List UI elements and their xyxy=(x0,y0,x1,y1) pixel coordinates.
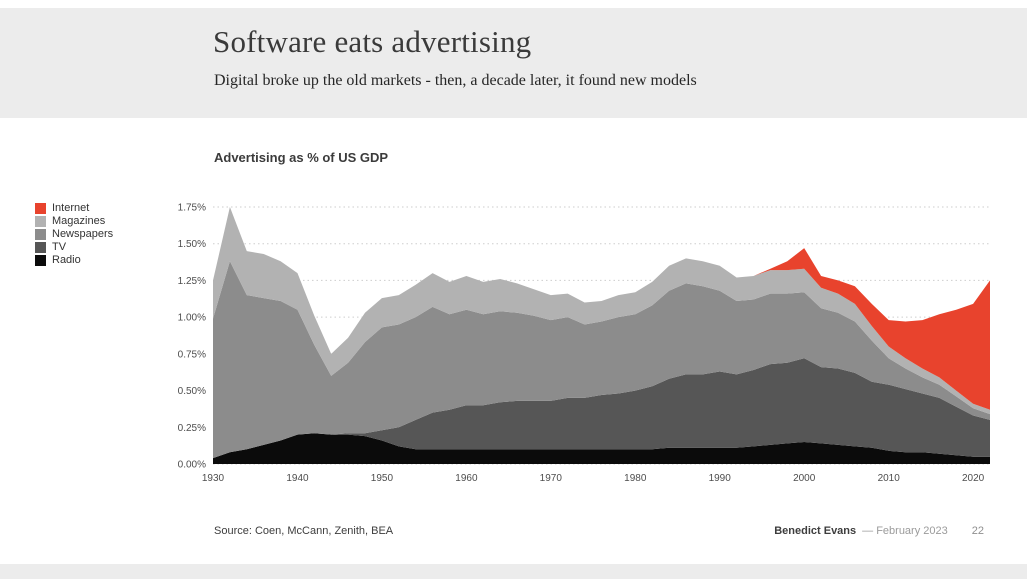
svg-text:1.50%: 1.50% xyxy=(178,239,206,250)
svg-text:1950: 1950 xyxy=(371,473,394,484)
svg-text:0.75%: 0.75% xyxy=(178,349,206,360)
source-note: Source: Coen, McCann, Zenith, BEA xyxy=(214,525,394,537)
svg-text:0.25%: 0.25% xyxy=(178,423,206,434)
footer-band xyxy=(0,564,1027,579)
legend-swatch-tv xyxy=(35,241,46,253)
legend-swatch-newspapers xyxy=(35,228,46,240)
chart-title: Advertising as % of US GDP xyxy=(214,150,389,165)
svg-text:2000: 2000 xyxy=(793,473,816,484)
page-number: 22 xyxy=(971,525,984,537)
svg-text:0.00%: 0.00% xyxy=(178,460,206,471)
advertising-stacked-area-chart: 0.00% 0.25% 0.50% 0.75% 1.00% 1.25% 1.50% 1.75%… xyxy=(178,203,990,484)
svg-text:1.00%: 1.00% xyxy=(178,313,206,324)
slide-title: Software eats advertising xyxy=(213,24,532,59)
svg-text:1.75%: 1.75% xyxy=(178,203,206,214)
legend-swatch-radio xyxy=(35,254,46,266)
legend-item-magazines: Magazines xyxy=(35,215,113,227)
svg-text:1960: 1960 xyxy=(455,473,478,484)
svg-text:2010: 2010 xyxy=(878,473,901,484)
svg-text:1.25%: 1.25% xyxy=(178,276,206,287)
svg-text:1990: 1990 xyxy=(709,473,732,484)
svg-text:1930: 1930 xyxy=(202,473,225,484)
chart-legend: Internet Magazines Newspapers TV Radio xyxy=(35,202,113,267)
legend-label-newspapers: Newspapers xyxy=(52,228,114,240)
slide-subtitle: Digital broke up the old markets - then,… xyxy=(214,72,697,89)
legend-swatch-magazines xyxy=(35,215,46,227)
legend-label-radio: Radio xyxy=(52,254,81,266)
legend-item-internet: Internet xyxy=(35,202,113,214)
legend-swatch-internet xyxy=(35,202,46,214)
legend-item-tv: TV xyxy=(35,241,113,253)
footer-author: Benedict Evans xyxy=(774,525,857,537)
svg-text:1940: 1940 xyxy=(286,473,309,484)
header-band xyxy=(0,8,1027,118)
legend-item-radio: Radio xyxy=(35,254,113,266)
footer-date: — February 2023 xyxy=(862,525,948,537)
svg-text:0.50%: 0.50% xyxy=(178,386,206,397)
legend-label-magazines: Magazines xyxy=(52,215,106,227)
legend-label-internet: Internet xyxy=(52,202,90,214)
svg-text:1970: 1970 xyxy=(540,473,563,484)
legend-item-newspapers: Newspapers xyxy=(35,228,113,240)
svg-text:1980: 1980 xyxy=(624,473,647,484)
footer-credit: Benedict Evans — February 2023 22 xyxy=(774,525,984,537)
legend-label-tv: TV xyxy=(52,241,67,253)
svg-text:2020: 2020 xyxy=(962,473,985,484)
